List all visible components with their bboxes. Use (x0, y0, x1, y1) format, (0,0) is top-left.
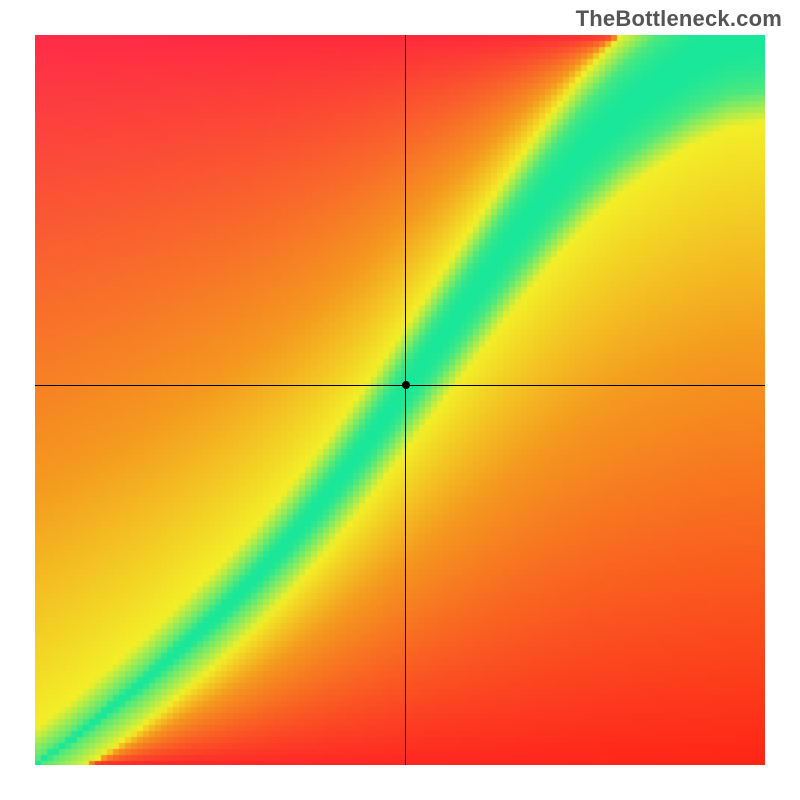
watermark-text: TheBottleneck.com (576, 6, 782, 32)
crosshair-marker (402, 381, 410, 389)
bottleneck-heatmap (35, 35, 765, 765)
heatmap-canvas (35, 35, 765, 765)
crosshair-horizontal (35, 385, 765, 386)
crosshair-vertical (405, 35, 406, 765)
chart-container: TheBottleneck.com (0, 0, 800, 800)
